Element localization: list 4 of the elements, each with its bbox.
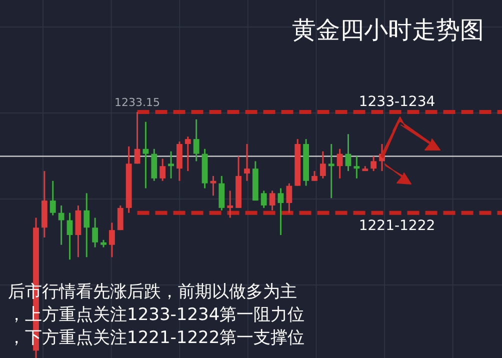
annotation: 1221-1222 xyxy=(358,218,436,234)
text: 1233.15 xyxy=(114,96,160,109)
text: 1233-1234 xyxy=(358,94,436,110)
chart-title: 黄金四小时走势图 xyxy=(292,16,484,44)
